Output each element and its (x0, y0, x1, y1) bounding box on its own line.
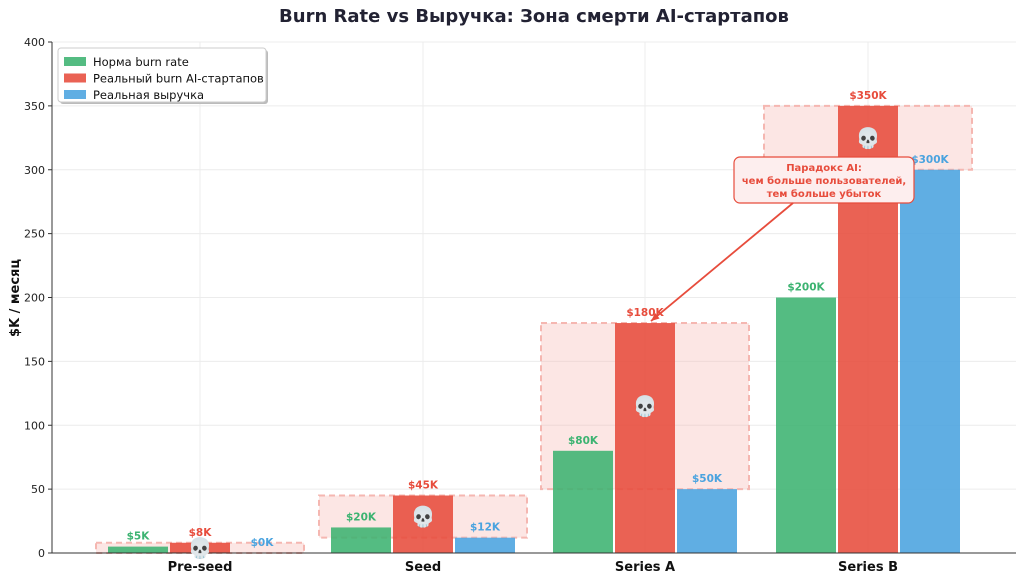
x-tick-label: Seed (405, 560, 441, 575)
skull-icon: 💀 (856, 126, 881, 150)
y-tick-label: 0 (38, 547, 45, 560)
y-tick-label: 300 (24, 164, 45, 177)
y-tick-label: 200 (24, 292, 45, 305)
data-label: $8K (189, 527, 213, 539)
data-label: $50K (692, 473, 723, 485)
bar-реальный-burn-ai-стартапов-seed (393, 495, 453, 553)
annotation-text: чем больше пользователей, (742, 175, 906, 187)
y-tick-label: 250 (24, 228, 45, 241)
y-axis-label: $K / месяц (8, 259, 23, 337)
bar-реальная-выручка-seed (455, 537, 515, 553)
y-tick-label: 150 (24, 355, 45, 368)
x-tick-label: Pre-seed (168, 560, 233, 575)
data-label: $5K (127, 531, 151, 543)
skull-icon: 💀 (411, 505, 436, 529)
axes: 0 50 100 150 200 250 300 350 400 Pre-seed Seed Seri… (24, 36, 1016, 575)
y-tick-label: 50 (31, 483, 45, 496)
data-label: $20K (346, 511, 377, 523)
legend-swatch (64, 73, 86, 83)
annotation-text: Парадокс AI: (786, 163, 862, 174)
data-label: $45K (408, 480, 439, 492)
legend-box (57, 47, 267, 103)
legend: Норма burn rate Реальный burn AI-стартапо… (57, 47, 268, 104)
legend-entry: Реальная выручка (93, 88, 204, 102)
annotation-box (733, 156, 915, 204)
bar-норма-burn-rate-series-a (553, 450, 613, 553)
legend-entry: Норма burn rate (93, 55, 189, 69)
bar-норма-burn-rate-seed (331, 527, 391, 553)
annotation-text: тем больше убыток (767, 188, 882, 200)
chart-title: Burn Rate vs Выручка: Зона смерти AI-ста… (279, 6, 789, 27)
bar-реальная-выручка-series-b (900, 169, 960, 553)
bars (108, 105, 960, 553)
annotation-arrow (650, 202, 794, 322)
skull-icon: 💀 (188, 536, 213, 560)
legend-entry: Реальный burn AI-стартапов (93, 72, 264, 86)
data-label: $300K (911, 154, 949, 166)
data-label: $0K (251, 537, 275, 549)
skull-icon: 💀 (633, 394, 658, 418)
annotation-arrowhead (651, 313, 660, 322)
data-label: $180K (626, 307, 664, 319)
data-label: $350K (849, 90, 887, 102)
x-tick-label: Series A (615, 560, 675, 575)
bar-реальная-выручка-series-a (677, 489, 737, 553)
legend-swatch (64, 90, 86, 99)
y-tick-label: 350 (24, 100, 45, 113)
data-labels: $5K $20K $80K $200K $8K $45K $180K $350K $0K $12K… (127, 90, 950, 560)
x-tick-label: Series B (838, 560, 898, 575)
bar-норма-burn-rate-pre-seed (108, 546, 168, 553)
annotation: Парадокс AI:чем больше пользователей,тем… (650, 156, 915, 322)
data-label: $12K (470, 522, 501, 534)
y-tick-label: 400 (24, 36, 45, 49)
bar-норма-burn-rate-series-b (776, 297, 836, 553)
legend-swatch (64, 57, 86, 66)
bar-реальный-burn-ai-стартапов-series-a (615, 323, 675, 553)
data-label: $80K (568, 435, 599, 447)
y-tick-label: 100 (24, 419, 45, 432)
data-label: $200K (787, 282, 825, 294)
bar-реальный-burn-ai-стартапов-pre-seed (170, 542, 230, 553)
